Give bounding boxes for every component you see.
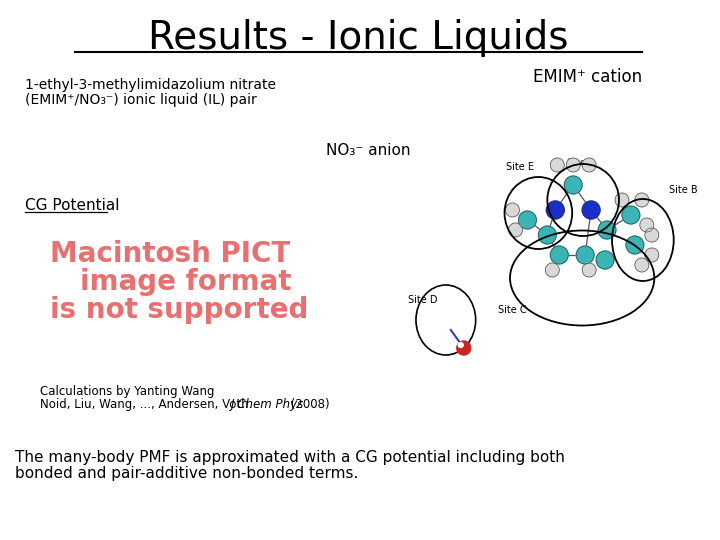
- Circle shape: [645, 228, 659, 242]
- Circle shape: [615, 193, 629, 207]
- Text: Noid, Liu, Wang, ..., Andersen, Voth.: Noid, Liu, Wang, ..., Andersen, Voth.: [40, 398, 260, 411]
- Circle shape: [635, 258, 649, 272]
- Text: The many-body PMF is approximated with a CG potential including both: The many-body PMF is approximated with a…: [15, 450, 564, 465]
- Circle shape: [582, 158, 596, 172]
- Text: Macintosh PICT: Macintosh PICT: [50, 240, 290, 268]
- Text: Site B: Site B: [669, 185, 698, 195]
- Circle shape: [598, 221, 616, 239]
- Circle shape: [622, 206, 640, 224]
- Circle shape: [626, 236, 644, 254]
- Circle shape: [582, 263, 596, 277]
- Text: CG Potential: CG Potential: [25, 198, 120, 213]
- Circle shape: [546, 201, 564, 219]
- Text: Results - Ionic Liquids: Results - Ionic Liquids: [148, 19, 569, 57]
- Circle shape: [458, 342, 463, 348]
- Circle shape: [596, 251, 614, 269]
- Text: NO₃⁻ anion: NO₃⁻ anion: [326, 143, 410, 158]
- Circle shape: [505, 203, 519, 217]
- Circle shape: [645, 248, 659, 262]
- Circle shape: [539, 226, 557, 244]
- Circle shape: [576, 246, 594, 264]
- Text: Site C: Site C: [498, 305, 526, 315]
- Text: Site E: Site E: [505, 162, 534, 172]
- Circle shape: [582, 201, 600, 219]
- Text: image format: image format: [80, 268, 291, 296]
- Text: Calculations by Yanting Wang: Calculations by Yanting Wang: [40, 385, 215, 398]
- Circle shape: [508, 223, 523, 237]
- Text: 1-ethyl-3-methylimidazolium nitrate: 1-ethyl-3-methylimidazolium nitrate: [25, 78, 276, 92]
- Text: (2008): (2008): [287, 398, 329, 411]
- Text: is not supported: is not supported: [50, 296, 308, 324]
- Text: Site A: Site A: [567, 158, 595, 168]
- Text: Site D: Site D: [408, 295, 438, 305]
- Circle shape: [564, 176, 582, 194]
- Circle shape: [635, 193, 649, 207]
- Circle shape: [550, 158, 564, 172]
- Text: bonded and pair-additive non-bonded terms.: bonded and pair-additive non-bonded term…: [15, 466, 359, 481]
- Text: J Chem Phys: J Chem Phys: [231, 398, 304, 411]
- Circle shape: [518, 211, 536, 229]
- Text: EMIM⁺ cation: EMIM⁺ cation: [533, 68, 642, 86]
- Circle shape: [550, 246, 568, 264]
- Text: (EMIM⁺/NO₃⁻) ionic liquid (IL) pair: (EMIM⁺/NO₃⁻) ionic liquid (IL) pair: [25, 93, 256, 107]
- Circle shape: [456, 341, 471, 355]
- Circle shape: [566, 158, 580, 172]
- Circle shape: [545, 263, 559, 277]
- Circle shape: [640, 218, 654, 232]
